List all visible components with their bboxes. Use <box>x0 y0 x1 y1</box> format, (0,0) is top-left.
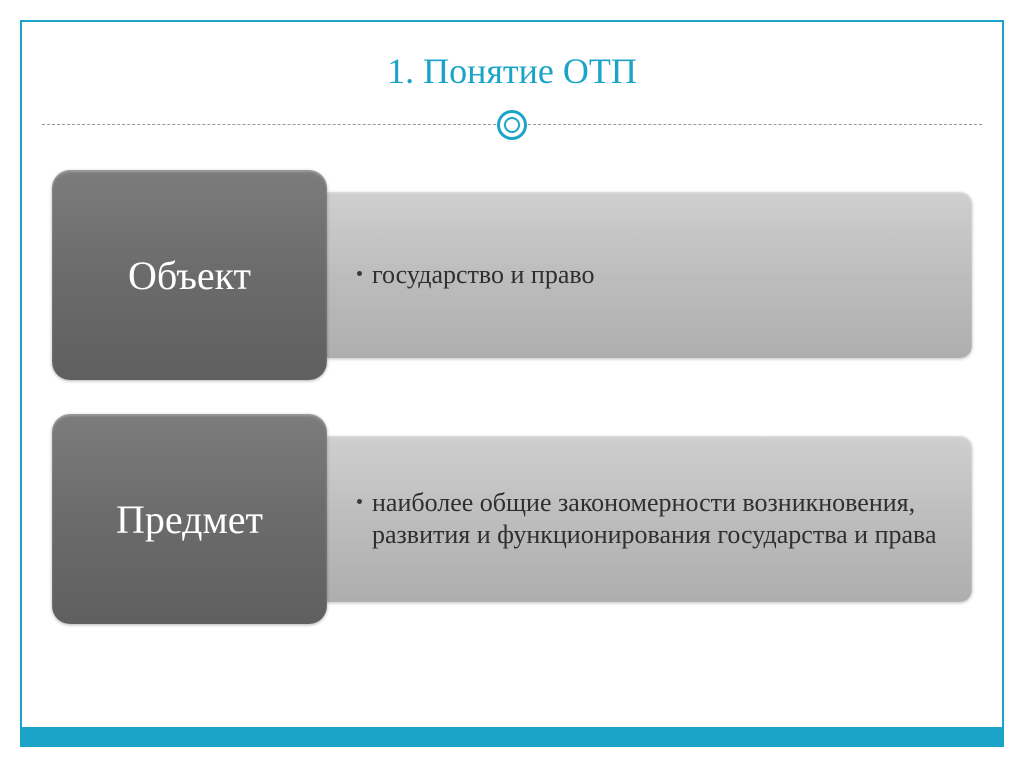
label-subject: Предмет <box>116 496 263 543</box>
label-object: Объект <box>128 252 251 299</box>
bullet-subject: наиболее общие закономерности возникнове… <box>357 487 944 552</box>
bullet-dot-icon <box>357 499 362 504</box>
slide-frame: 1. Понятие ОТП Объект государство и прав… <box>20 20 1004 747</box>
row-subject: Предмет наиболее общие закономерности во… <box>52 414 972 624</box>
label-box-object: Объект <box>52 170 327 380</box>
desc-object: государство и право <box>372 259 594 292</box>
divider-circle-icon <box>497 110 527 140</box>
slide-title: 1. Понятие ОТП <box>22 22 1002 110</box>
content-area: Объект государство и право Предмет наи <box>22 140 1002 624</box>
desc-box-subject: наиболее общие закономерности возникнове… <box>317 436 972 602</box>
title-divider <box>42 110 982 140</box>
bullet-object: государство и право <box>357 259 594 292</box>
bullet-dot-icon <box>357 271 362 276</box>
bottom-accent-bar <box>22 727 1002 745</box>
desc-subject: наиболее общие закономерности возникнове… <box>372 487 944 552</box>
desc-box-object: государство и право <box>317 192 972 358</box>
divider-circle-inner-icon <box>504 117 520 133</box>
slide: 1. Понятие ОТП Объект государство и прав… <box>0 0 1024 767</box>
label-box-subject: Предмет <box>52 414 327 624</box>
row-object: Объект государство и право <box>52 170 972 380</box>
